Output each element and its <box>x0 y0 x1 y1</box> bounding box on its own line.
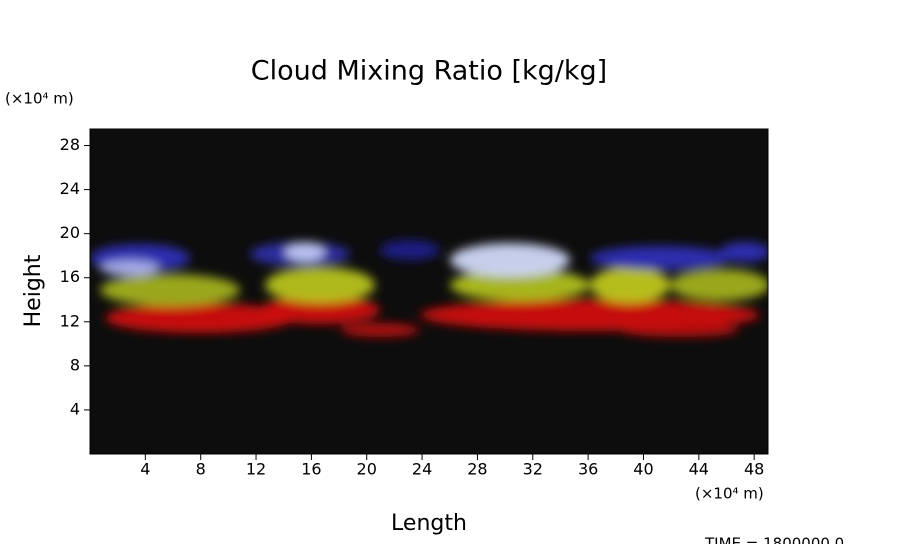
y-tick-label: 8 <box>70 355 80 374</box>
footer: TIME = 1800000.0 <box>704 535 844 544</box>
y-tick-label: 12 <box>60 311 80 330</box>
x-tick-label: 40 <box>633 460 653 479</box>
y-tick-label: 4 <box>70 399 80 418</box>
y-axis-label: Height <box>21 254 46 327</box>
x-tick-label: 24 <box>412 460 432 479</box>
x-tick-label: 20 <box>357 460 377 479</box>
y-tick-label: 24 <box>60 179 80 198</box>
plot-frame <box>89 128 769 455</box>
x-unit: (×10⁴ m) <box>695 485 764 503</box>
x-tick-label: 12 <box>246 460 266 479</box>
x-tick-label: 44 <box>689 460 709 479</box>
x-tick-label: 32 <box>523 460 543 479</box>
y-tick-label: 20 <box>60 223 80 242</box>
cloud-render <box>90 240 768 337</box>
chart-title: Cloud Mixing Ratio [kg/kg] <box>251 56 607 87</box>
y-unit: (×10⁴ m) <box>5 90 74 108</box>
x-tick-label: 28 <box>467 460 487 479</box>
x-axis-label: Length <box>391 511 467 536</box>
y-tick-label: 28 <box>60 135 80 154</box>
x-tick-label: 8 <box>196 460 206 479</box>
x-tick-label: 16 <box>301 460 321 479</box>
x-tick-label: 48 <box>744 460 764 479</box>
x-tick-label: 36 <box>578 460 598 479</box>
y-tick-label: 16 <box>60 267 80 286</box>
x-tick-label: 4 <box>140 460 150 479</box>
